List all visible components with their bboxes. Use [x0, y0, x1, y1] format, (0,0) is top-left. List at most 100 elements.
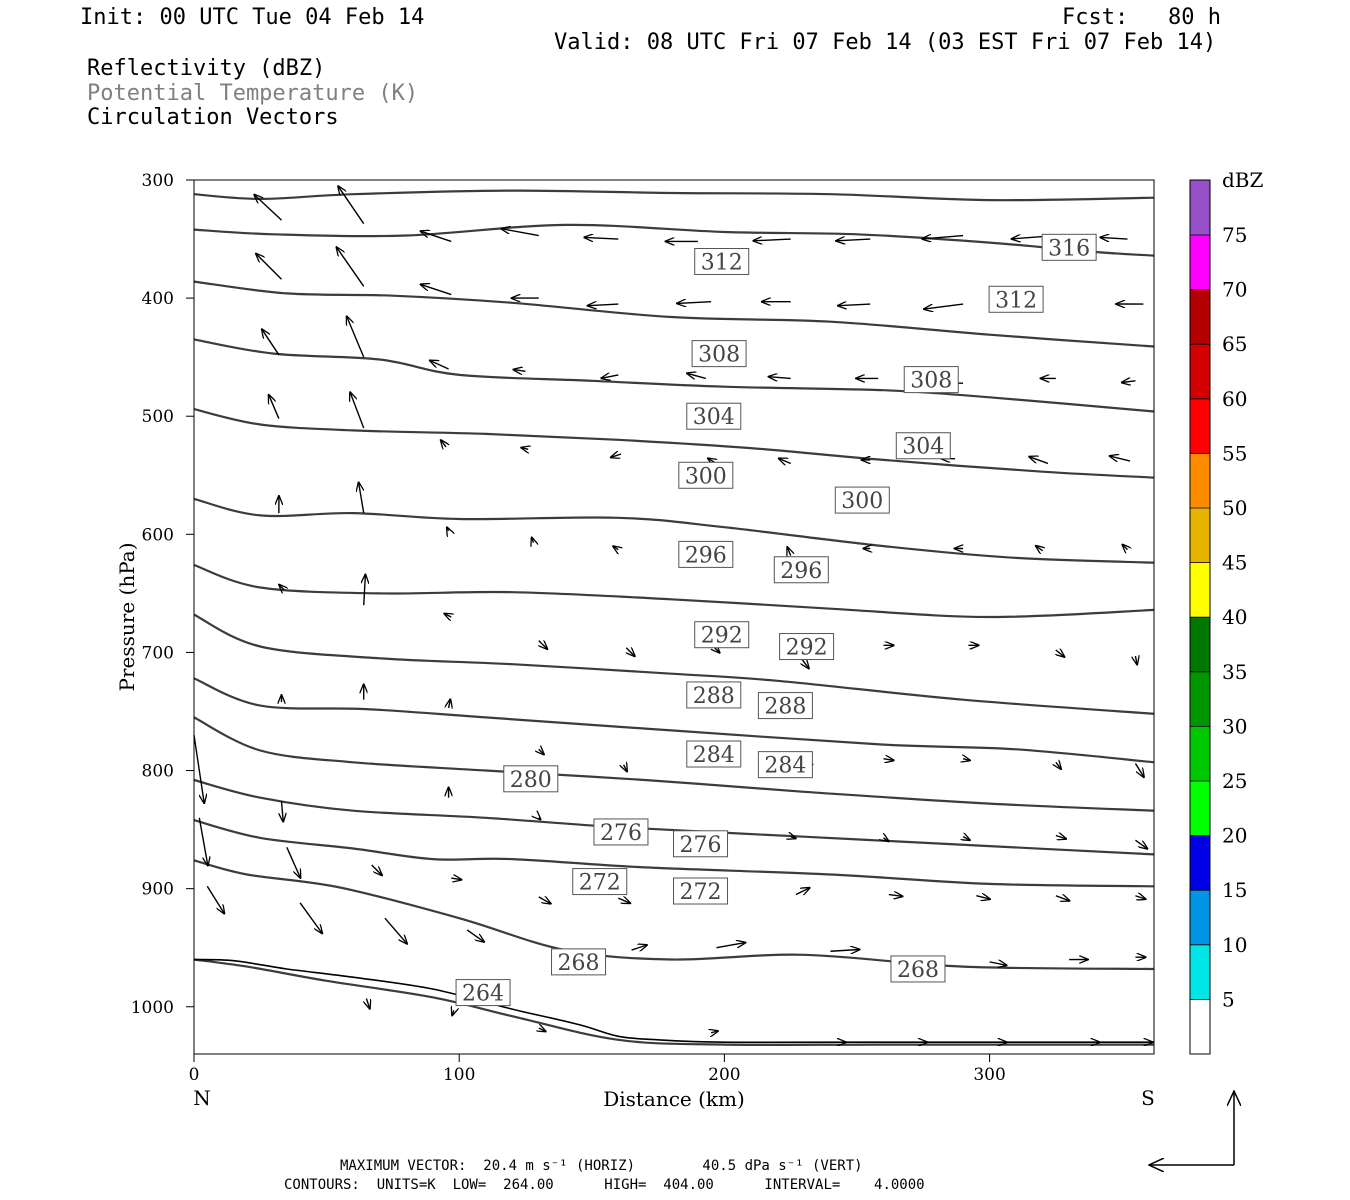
circulation-vector — [532, 538, 534, 543]
circulation-vector — [514, 370, 526, 372]
circulation-vector — [366, 998, 369, 1008]
circulation-vector — [421, 231, 452, 243]
contour-label-box — [694, 247, 750, 275]
circulation-vector — [1056, 762, 1061, 769]
circulation-vector — [256, 254, 283, 280]
circulation-vector — [538, 897, 551, 904]
circulation-vector — [753, 239, 791, 241]
contour-label-text: 312 — [995, 288, 1037, 313]
contour-label-text: 280 — [510, 768, 552, 793]
contour-label-box — [779, 633, 835, 661]
contour-label-text: 296 — [685, 543, 727, 568]
colorbar-segment — [1190, 617, 1210, 672]
contour-label-box — [988, 285, 1044, 313]
contour-label-box — [1041, 233, 1097, 261]
contour-label-text: 272 — [680, 880, 722, 905]
contour-label-box — [903, 366, 959, 394]
circulation-vector — [347, 316, 365, 358]
colorbar-tick-label: 70 — [1222, 278, 1247, 302]
contour-label-text: 264 — [462, 982, 504, 1007]
circulation-vector — [447, 527, 449, 530]
contour-label: 304 — [895, 432, 951, 460]
contour-label: 288 — [686, 681, 742, 709]
circulation-vector — [963, 837, 970, 840]
circulation-vector — [677, 302, 712, 304]
circulation-vector — [451, 878, 461, 880]
max-vector-note: MAXIMUM VECTOR: 20.4 m s⁻¹ (HORIZ) 40.5 … — [340, 1158, 863, 1174]
colorbar-segment — [1190, 890, 1210, 945]
contour-line-276 — [193, 819, 1155, 888]
circulation-vector — [976, 896, 990, 899]
contour-label-box — [686, 681, 742, 709]
circulation-vector — [452, 1010, 454, 1015]
circulation-vector — [711, 1031, 718, 1033]
colorbar-tick-label: 40 — [1222, 605, 1247, 629]
contour-label-text: 268 — [558, 951, 600, 976]
contour-labels: 316 312 312 308 308 304 304 300 300 296 296 292 292 2… — [455, 233, 1097, 1007]
circulation-vector — [364, 575, 366, 606]
circulation-vector — [1122, 545, 1127, 550]
contour-label: 276 — [673, 830, 729, 858]
field-reflectivity: Reflectivity (dBZ) — [87, 56, 326, 81]
colorbar-tick-label: 75 — [1222, 223, 1247, 247]
contour-label: 268 — [551, 948, 607, 976]
circulation-vector — [836, 239, 871, 241]
circulation-vector — [795, 888, 810, 895]
y-tick-label: 700 — [142, 643, 174, 663]
contour-label-text: 300 — [841, 489, 883, 514]
circulation-vector — [441, 440, 446, 447]
contour-label-box — [455, 979, 511, 1007]
colorbar-segment — [1190, 289, 1210, 345]
circulation-vector — [1100, 237, 1128, 239]
circulation-vector — [466, 929, 484, 942]
circulation-vector — [716, 943, 745, 949]
circulation-vector — [922, 236, 964, 239]
circulation-vector — [687, 373, 707, 378]
contour-label-text: 276 — [680, 833, 722, 858]
contour-label-text: 288 — [764, 695, 806, 720]
contour-label: 292 — [694, 621, 750, 649]
colorbar-segment — [1190, 180, 1210, 235]
contour-label: 312 — [988, 285, 1044, 313]
colorbar-tick-label: 5 — [1222, 987, 1235, 1011]
contour-label-text: 316 — [1048, 236, 1090, 261]
contour-label-box — [678, 461, 734, 489]
y-tick-label: 900 — [142, 880, 174, 900]
y-tick-label: 400 — [142, 289, 174, 309]
contour-label-box — [686, 740, 742, 768]
colorbar-tick-label: 65 — [1222, 332, 1247, 356]
circulation-vector — [1055, 896, 1070, 901]
circulation-vector — [1055, 836, 1066, 839]
colorbar-segment — [1190, 235, 1210, 290]
circulation-vector — [611, 454, 622, 457]
colorbar-segment — [1190, 344, 1210, 399]
circulation-vector — [624, 765, 627, 772]
circulation-vector — [924, 303, 964, 309]
circulation-vector — [601, 375, 619, 378]
contour-label: 308 — [903, 366, 959, 394]
contour-label-text: 300 — [685, 464, 727, 489]
circulation-vector — [989, 962, 1007, 965]
reference-vector — [1149, 1091, 1234, 1165]
contour-label-text: 308 — [698, 343, 740, 368]
circulation-vector — [384, 917, 407, 944]
circulation-vector — [337, 247, 365, 287]
circulation-vector — [359, 483, 365, 514]
circulation-vector — [1135, 896, 1145, 899]
contour-line-296 — [193, 563, 1155, 619]
circulation-vector — [350, 392, 365, 429]
circulation-vector — [631, 945, 647, 950]
contour-label-text: 284 — [764, 754, 806, 779]
contour-label-box — [593, 818, 649, 846]
contour-label-text: 284 — [693, 743, 735, 768]
contour-label-text: 304 — [693, 405, 735, 430]
contour-label-box — [691, 340, 747, 368]
x-axis-label: Distance (km) — [603, 1087, 745, 1111]
north-label: N — [193, 1086, 211, 1110]
contour-label-text: 276 — [600, 821, 642, 846]
circulation-vector — [963, 759, 970, 761]
circulation-vector — [1134, 763, 1143, 777]
contour-label-box — [895, 432, 951, 460]
circulation-vector — [888, 895, 903, 897]
